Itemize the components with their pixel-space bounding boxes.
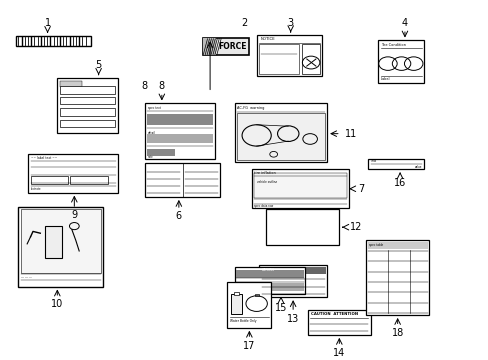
Bar — [251, 169, 348, 208]
Bar — [70, 176, 108, 184]
Text: --- --- ---: --- --- --- — [21, 275, 32, 279]
Bar — [367, 303, 427, 313]
Bar — [234, 292, 239, 295]
Bar — [147, 134, 212, 143]
Bar — [377, 40, 424, 83]
Bar — [144, 163, 220, 197]
Bar — [21, 210, 101, 273]
Text: 10: 10 — [51, 299, 63, 309]
Text: NOTICE: NOTICE — [260, 37, 275, 41]
Bar — [231, 294, 242, 314]
Bar — [261, 277, 276, 286]
Text: value: value — [414, 165, 421, 169]
Bar — [301, 44, 320, 74]
Text: 16: 16 — [393, 178, 406, 188]
Text: 8: 8 — [142, 81, 147, 91]
Text: 2: 2 — [241, 18, 247, 28]
Bar — [307, 310, 370, 335]
Text: 12: 12 — [349, 222, 362, 232]
Bar — [45, 226, 62, 258]
Bar — [30, 176, 68, 184]
Bar — [19, 207, 103, 287]
Text: 4: 4 — [401, 18, 407, 28]
Bar — [254, 294, 259, 297]
Bar — [367, 282, 427, 292]
Text: tire inflation: tire inflation — [254, 171, 275, 175]
Text: FORCE: FORCE — [218, 42, 246, 51]
Text: 6: 6 — [176, 211, 182, 221]
Bar — [266, 210, 339, 245]
Bar — [237, 113, 324, 160]
Text: 13: 13 — [286, 314, 299, 324]
Text: footnote: footnote — [30, 187, 41, 191]
Bar — [236, 283, 303, 291]
Bar — [367, 261, 427, 272]
Bar — [236, 270, 303, 278]
Text: THIS: THIS — [370, 159, 376, 163]
Bar — [60, 121, 115, 127]
Bar — [60, 86, 115, 94]
Bar — [259, 265, 326, 297]
Text: 3: 3 — [287, 18, 293, 28]
Text: ~~ label text ~~: ~~ label text ~~ — [30, 156, 57, 160]
Bar — [254, 173, 346, 198]
Bar — [367, 242, 427, 249]
Text: 1: 1 — [44, 18, 51, 28]
Text: 8: 8 — [159, 81, 164, 91]
Bar — [260, 267, 325, 274]
Bar — [28, 154, 118, 193]
Text: 17: 17 — [243, 341, 255, 351]
Text: WARNING: WARNING — [262, 268, 275, 272]
Text: detail: detail — [147, 131, 155, 135]
Bar — [234, 267, 305, 294]
Bar — [366, 240, 428, 315]
Bar — [259, 44, 299, 74]
Text: spec table: spec table — [368, 243, 383, 247]
Text: 9: 9 — [71, 211, 77, 220]
Bar — [57, 78, 118, 133]
Text: Label: Label — [380, 77, 389, 81]
Bar — [60, 97, 115, 104]
Text: 7: 7 — [357, 184, 364, 194]
Bar — [60, 81, 82, 87]
Text: 14: 14 — [332, 348, 345, 358]
Bar — [16, 36, 91, 46]
Text: Water Bottle Only: Water Bottle Only — [229, 319, 256, 323]
Text: spec data row: spec data row — [254, 204, 273, 208]
Bar — [256, 35, 322, 76]
Text: 11: 11 — [345, 129, 357, 139]
Bar — [147, 114, 212, 125]
Bar — [368, 158, 424, 169]
Text: 18: 18 — [391, 328, 403, 338]
Text: spec text: spec text — [147, 106, 160, 110]
Text: 5: 5 — [95, 60, 102, 71]
Text: CAUTION  ATTENTION: CAUTION ATTENTION — [310, 312, 357, 316]
Bar — [203, 39, 249, 55]
Bar — [60, 108, 115, 116]
Text: Tire Condition: Tire Condition — [380, 43, 405, 47]
Text: note: note — [147, 156, 153, 159]
Bar — [227, 282, 271, 328]
Bar — [234, 103, 326, 162]
Bar — [144, 103, 215, 158]
Text: vehicle outline: vehicle outline — [256, 180, 276, 184]
Bar — [147, 149, 175, 156]
Text: AC-FG  warning: AC-FG warning — [237, 106, 264, 110]
Bar — [203, 39, 216, 55]
Text: 15: 15 — [274, 303, 286, 313]
